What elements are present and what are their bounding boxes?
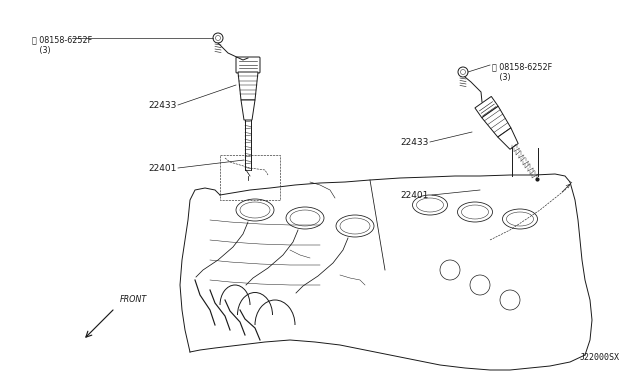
Text: 22433: 22433 (400, 138, 428, 147)
Text: 22401: 22401 (148, 164, 177, 173)
Polygon shape (498, 128, 518, 149)
Polygon shape (482, 106, 511, 137)
Text: ⓘ 08158-6252F
   (3): ⓘ 08158-6252F (3) (492, 62, 552, 82)
Polygon shape (475, 96, 498, 118)
Text: 22433: 22433 (148, 100, 177, 109)
Text: FRONT: FRONT (120, 295, 147, 304)
Text: ⓘ 08158-6252F
   (3): ⓘ 08158-6252F (3) (32, 35, 92, 55)
Text: J22000SX: J22000SX (580, 353, 620, 362)
FancyBboxPatch shape (236, 57, 260, 73)
Polygon shape (241, 100, 255, 120)
Polygon shape (238, 72, 258, 100)
Text: 22401: 22401 (400, 190, 428, 199)
